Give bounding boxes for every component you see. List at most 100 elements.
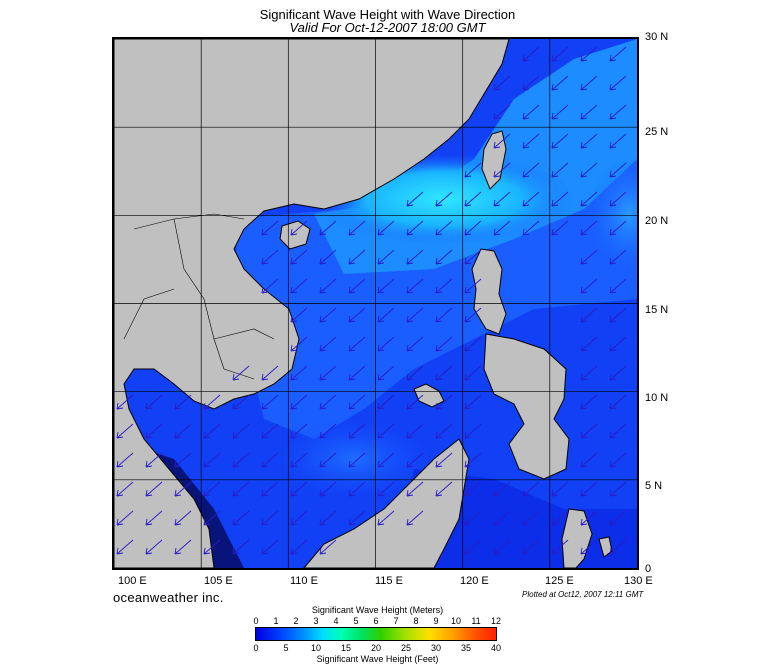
wave-arrow	[290, 481, 308, 497]
wave-arrow-head	[609, 286, 617, 294]
colorbar-feet-tick: 30	[430, 643, 442, 653]
map-canvas	[114, 39, 637, 568]
wave-arrow	[609, 278, 627, 294]
wave-arrow-head	[522, 83, 530, 91]
wave-arrow	[290, 510, 308, 526]
wave-arrow	[261, 249, 279, 265]
wave-arrow-head	[145, 489, 153, 497]
wave-arrow	[580, 191, 598, 207]
wave-arrow	[406, 452, 424, 468]
wave-arrow	[377, 249, 395, 265]
wave-arrow	[493, 220, 511, 236]
land-palawan	[413, 383, 445, 408]
colorbar-feet-tick: 5	[283, 643, 289, 653]
wave-arrow-head	[464, 489, 472, 497]
wave-arrow	[261, 365, 279, 381]
wave-arrow	[174, 394, 192, 410]
wave-arrow	[522, 104, 540, 120]
wave-arrow	[464, 278, 482, 294]
wave-arrow-head	[435, 315, 443, 323]
wave-arrow	[348, 365, 366, 381]
wave-arrow-head	[493, 83, 501, 91]
wave-arrow	[232, 452, 250, 468]
wave-arrow-head	[232, 402, 240, 410]
wave-arrow	[377, 365, 395, 381]
wave-arrow-head	[319, 547, 327, 555]
wave-arrow	[319, 481, 337, 497]
wave-arrow	[261, 539, 279, 555]
land-luzon	[471, 248, 507, 335]
wave-arrow	[377, 278, 395, 294]
land-borneo	[303, 438, 470, 568]
wave-arrow	[435, 220, 453, 236]
colorbar-feet-tick: 35	[460, 643, 472, 653]
wave-arrow-head	[319, 518, 327, 526]
wave-arrow	[609, 423, 627, 439]
wave-arrow	[435, 278, 453, 294]
colorbar-feet-tick: 10	[310, 643, 322, 653]
colorbar-feet-tick: 25	[400, 643, 412, 653]
wave-arrow-head	[116, 518, 124, 526]
wave-arrow	[174, 452, 192, 468]
wave-arrow-head	[609, 112, 617, 120]
wave-arrow-head	[290, 286, 298, 294]
wave-arrow	[580, 249, 598, 265]
wave-arrow-head	[174, 547, 182, 555]
wave-arrow	[290, 394, 308, 410]
wave-arrow	[319, 423, 337, 439]
wave-arrow-head	[261, 373, 269, 381]
colorbar-meter-tick: 1	[273, 616, 279, 626]
wave-arrow-head	[377, 460, 385, 468]
wave-arrow	[319, 452, 337, 468]
wave-arrow-head	[377, 373, 385, 381]
wave-arrow	[232, 539, 250, 555]
wave-arrow-head	[145, 431, 153, 439]
wave-arrow-head	[522, 547, 530, 555]
colorbar-meter-tick: 0	[253, 616, 259, 626]
wave-arrow-head	[580, 199, 588, 207]
wave-arrow-head	[580, 344, 588, 352]
wave-arrow	[348, 423, 366, 439]
wave-arrow	[203, 539, 221, 555]
wave-arrow-head	[174, 518, 182, 526]
wave-arrow-head	[290, 460, 298, 468]
wave-arrow-head	[203, 518, 211, 526]
wave-arrow-head	[116, 402, 124, 410]
wave-arrow-head	[319, 315, 327, 323]
wave-arrow-head	[580, 286, 588, 294]
wave-arrow	[203, 481, 221, 497]
wave-arrow-head	[464, 199, 472, 207]
wave-arrow-head	[203, 547, 211, 555]
wave-arrow	[406, 336, 424, 352]
wave-arrow-head	[261, 547, 269, 555]
wave-arrow	[435, 249, 453, 265]
wave-arrow-head	[319, 286, 327, 294]
wave-arrow-head	[493, 199, 501, 207]
wave-arrow-head	[435, 489, 443, 497]
wave-arrow	[580, 104, 598, 120]
chart-title: Significant Wave Height with Wave Direct…	[259, 7, 516, 22]
wave-arrow	[435, 423, 453, 439]
wave-arrow	[261, 452, 279, 468]
colorbar-feet-tick: 0	[253, 643, 259, 653]
wave-arrow	[435, 481, 453, 497]
wave-arrow-head	[348, 344, 356, 352]
land-masses	[114, 39, 613, 568]
wave-arrow-head	[522, 199, 530, 207]
wave-arrow-head	[580, 141, 588, 149]
wave-arrow	[609, 46, 627, 62]
wave-arrow	[232, 423, 250, 439]
wave-arrow-head	[580, 547, 588, 555]
wave-arrow-head	[609, 373, 617, 381]
wave-arrow-head	[377, 431, 385, 439]
wave-arrow-head	[464, 518, 472, 526]
wave-arrow	[609, 336, 627, 352]
wave-arrow-head	[290, 431, 298, 439]
wave-arrow-head	[464, 315, 472, 323]
wave-arrow-head	[406, 489, 414, 497]
wave-arrow	[203, 394, 221, 410]
wave-arrow-head	[261, 460, 269, 468]
wave-arrow	[232, 481, 250, 497]
wave-arrow	[116, 539, 134, 555]
wave-arrow	[319, 510, 337, 526]
